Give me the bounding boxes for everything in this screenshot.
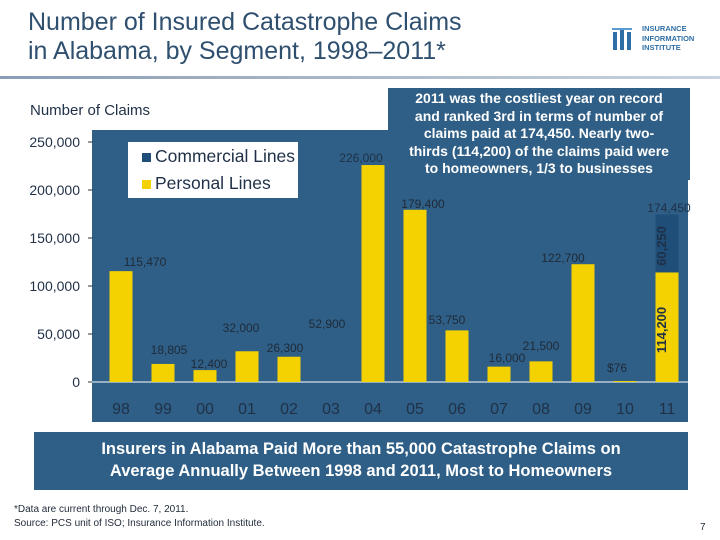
callout-box: 2011 was the costliest year on record an… bbox=[388, 88, 690, 180]
y-tick-label-3: 150,000 bbox=[29, 230, 80, 246]
y-tick-label-4: 200,000 bbox=[29, 182, 80, 198]
bar-personal-04 bbox=[361, 165, 385, 382]
footnote-line-1: *Data are current through Dec. 7, 2011. bbox=[14, 504, 189, 515]
bar-personal-02 bbox=[277, 356, 301, 382]
page-number: 7 bbox=[700, 522, 706, 533]
title-line-1: Number of Insured Catastrophe Claims bbox=[28, 8, 462, 36]
x-tick-label-99: 99 bbox=[154, 401, 172, 418]
y-axis-title: Number of Claims bbox=[30, 102, 151, 119]
source-note: Source: PCS unit of ISO; Insurance Infor… bbox=[14, 518, 265, 529]
data-label-11: 174,450 bbox=[647, 201, 691, 215]
iii-logo: INSURANCE INFORMATION INSTITUTE bbox=[612, 24, 712, 64]
legend-label-commercial: Commercial Lines bbox=[155, 146, 296, 166]
bar-personal-06 bbox=[445, 330, 469, 382]
legend-swatch-personal bbox=[142, 179, 151, 189]
x-tick-label-11: 11 bbox=[659, 401, 676, 418]
x-tick-label-07: 07 bbox=[490, 401, 508, 418]
data-label-04: 226,000 bbox=[339, 151, 383, 165]
x-tick-label-02: 02 bbox=[280, 401, 298, 418]
y-tick-label-1: 50,000 bbox=[37, 326, 80, 342]
summary-banner: Insurers in Alabama Paid More than 55,00… bbox=[34, 432, 688, 490]
segment-label-commercial-11: 60,250 bbox=[654, 226, 669, 266]
callout-line-4: thirds (114,200) of the claims paid were bbox=[409, 142, 669, 159]
bar-personal-10 bbox=[613, 381, 637, 382]
banner-line-2: Average Annually Between 1998 and 2011, … bbox=[109, 462, 613, 480]
data-label-08: 21,500 bbox=[523, 339, 560, 353]
x-tick-label-05: 05 bbox=[406, 401, 424, 418]
callout-line-1: 2011 was the costliest year on record bbox=[415, 90, 663, 106]
x-tick-label-04: 04 bbox=[364, 401, 382, 418]
x-tick-label-08: 08 bbox=[532, 401, 550, 418]
callout-line-2: and ranked 3rd in terms of number of bbox=[414, 107, 664, 124]
bar-personal-09 bbox=[571, 264, 595, 382]
data-label-09: 122,700 bbox=[541, 251, 585, 265]
data-label-01: 32,000 bbox=[223, 321, 260, 335]
y-tick-label-0: 0 bbox=[72, 374, 80, 390]
data-label-07: 16,000 bbox=[489, 351, 526, 365]
bar-personal-07 bbox=[487, 366, 511, 382]
x-tick-label-00: 00 bbox=[196, 401, 214, 418]
bar-personal-11 bbox=[655, 272, 679, 382]
legend-item-personal: Personal Lines bbox=[142, 173, 271, 194]
bar-personal-08 bbox=[529, 361, 553, 382]
bar-commercial-11 bbox=[655, 214, 679, 273]
bar-personal-99 bbox=[151, 363, 175, 382]
y-tick-label-5: 250,000 bbox=[29, 134, 80, 150]
x-tick-label-03: 03 bbox=[322, 401, 340, 418]
data-label-00: 12,400 bbox=[191, 357, 228, 371]
x-tick-label-10: 10 bbox=[616, 401, 634, 418]
x-tick-label-98: 98 bbox=[112, 401, 130, 418]
bar-personal-01 bbox=[235, 351, 259, 382]
y-tick-label-2: 100,000 bbox=[29, 278, 80, 294]
bar-personal-00 bbox=[193, 370, 217, 382]
x-tick-label-06: 06 bbox=[448, 401, 466, 418]
x-tick-label-01: 01 bbox=[238, 401, 256, 418]
segment-label-personal-11: 114,200 bbox=[654, 307, 669, 353]
title-line-2: in Alabama, by Segment, 1998–2011* bbox=[28, 37, 446, 65]
callout-line-3: claims paid at 174,450. Nearly two- bbox=[423, 125, 655, 141]
data-label-06: 53,750 bbox=[429, 313, 466, 327]
legend-label-personal: Personal Lines bbox=[155, 173, 271, 193]
data-label-98: 115,470 bbox=[124, 255, 167, 269]
logo-line-2: INFORMATION bbox=[642, 33, 695, 43]
data-label-02: 26,300 bbox=[267, 341, 304, 355]
iii-logo-icon bbox=[612, 28, 632, 50]
logo-text: INSURANCE INFORMATION INSTITUTE bbox=[642, 24, 694, 53]
data-label-10: $76 bbox=[607, 361, 627, 375]
title-divider bbox=[0, 76, 720, 79]
data-label-99: 18,805 bbox=[151, 343, 188, 357]
bar-personal-98 bbox=[109, 271, 133, 382]
legend-swatch-commercial bbox=[142, 152, 151, 162]
bar-personal-05 bbox=[403, 209, 427, 382]
callout-line-5: to homeowners, 1/3 to businesses bbox=[425, 160, 653, 176]
data-label-03: 52,900 bbox=[309, 317, 346, 331]
slide-title: Number of Insured Catastrophe Claims in … bbox=[28, 8, 588, 66]
legend-item-commercial: Commercial Lines bbox=[142, 146, 295, 167]
logo-line-3: INSTITUTE bbox=[642, 43, 681, 52]
x-tick-label-09: 09 bbox=[574, 401, 592, 418]
logo-line-1: INSURANCE bbox=[642, 24, 687, 33]
banner-line-1: Insurers in Alabama Paid More than 55,00… bbox=[101, 440, 621, 458]
footnote: *Data are current through Dec. 7, 2011. … bbox=[14, 503, 265, 531]
data-label-05: 179,400 bbox=[401, 197, 445, 211]
chart-legend: Commercial Lines Personal Lines bbox=[128, 142, 298, 198]
